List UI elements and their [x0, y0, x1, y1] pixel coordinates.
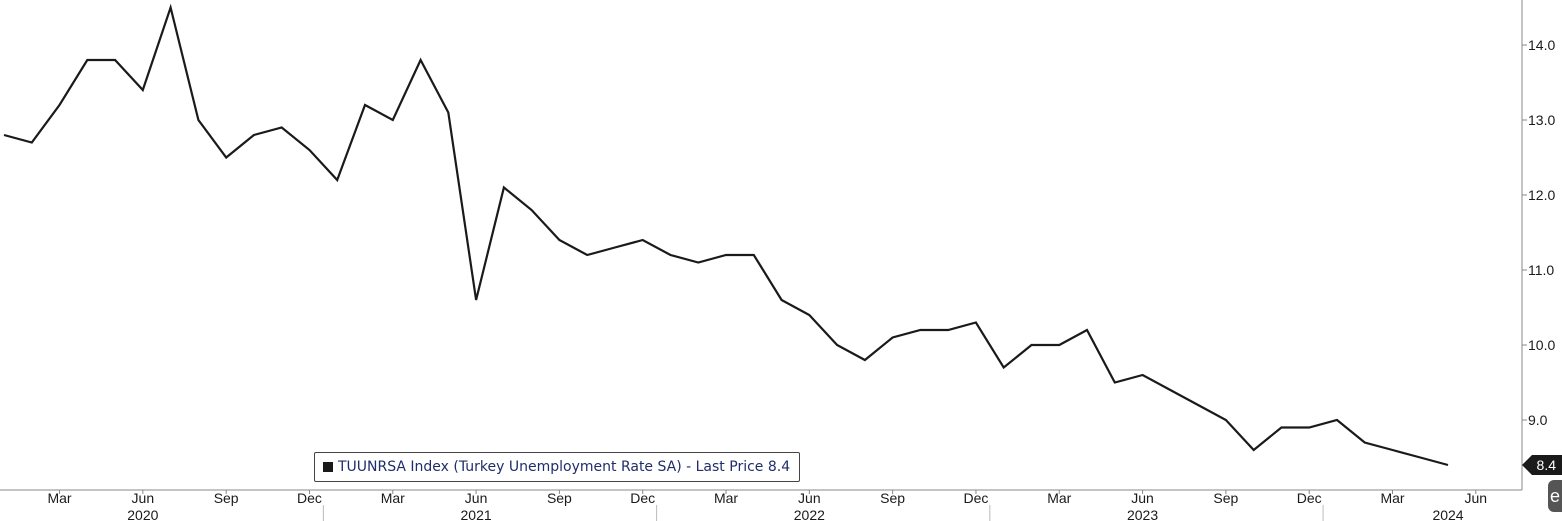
x-tick-label: Sep	[1213, 490, 1238, 506]
x-tick-label: Jun	[465, 490, 488, 506]
y-tick-label: 12.0	[1528, 187, 1555, 203]
x-tick-label: Dec	[963, 490, 988, 506]
x-tick-label: Dec	[630, 490, 655, 506]
legend-swatch	[323, 462, 333, 472]
x-tick-label: Mar	[1047, 490, 1071, 506]
last-value-label: 8.4	[1536, 457, 1556, 473]
x-tick-label: Mar	[47, 490, 71, 506]
year-label: 2020	[127, 507, 158, 521]
year-label: 2021	[461, 507, 492, 521]
x-tick-label: Sep	[547, 490, 572, 506]
x-tick-label: Jun	[1131, 490, 1154, 506]
year-label: 2023	[1127, 507, 1158, 521]
x-tick-label: Mar	[714, 490, 738, 506]
year-label: 2022	[794, 507, 825, 521]
x-tick-label: Sep	[880, 490, 905, 506]
x-tick-label: Mar	[1380, 490, 1404, 506]
y-tick-label: 9.0	[1528, 412, 1548, 428]
last-value-badge: 8.4	[1522, 455, 1562, 475]
y-tick-label: 10.0	[1528, 337, 1555, 353]
x-tick-label: Jun	[132, 490, 155, 506]
x-tick-label: Jun	[1465, 490, 1488, 506]
y-tick-label: 11.0	[1528, 262, 1554, 278]
legend-label: TUUNRSA Index (Turkey Unemployment Rate …	[338, 459, 791, 475]
x-tick-label: Mar	[381, 490, 405, 506]
x-tick-label: Jun	[798, 490, 821, 506]
chart-legend: TUUNRSA Index (Turkey Unemployment Rate …	[314, 452, 801, 482]
x-tick-label: Dec	[1297, 490, 1322, 506]
logo-icon: e	[1548, 480, 1562, 512]
x-tick-label: Sep	[214, 490, 239, 506]
y-tick-label: 14.0	[1528, 37, 1555, 53]
series-line	[3, 3, 1449, 467]
x-tick-label: Dec	[297, 490, 322, 506]
y-tick-label: 13.0	[1528, 112, 1555, 128]
year-label: 2024	[1432, 507, 1463, 521]
